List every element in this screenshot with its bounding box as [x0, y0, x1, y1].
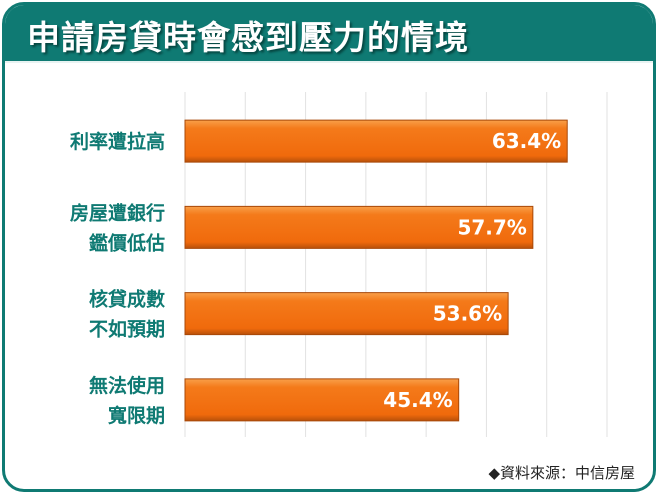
- bar: [184, 292, 509, 336]
- data-label: 57.7%: [457, 215, 526, 239]
- data-label: 53.6%: [433, 302, 502, 326]
- bar: [184, 119, 568, 163]
- data-label: 63.4%: [492, 129, 561, 153]
- category-label: 利率遭拉高: [70, 130, 165, 153]
- chart-title: 申請房貸時會感到壓力的情境: [27, 18, 469, 57]
- category-label: 房屋遭銀行: [70, 201, 165, 224]
- category-label: 寬限期: [108, 404, 165, 427]
- title-band: 申請房貸時會感到壓力的情境: [5, 5, 653, 63]
- bar: [184, 205, 534, 249]
- source-note: ◆資料來源：中信房屋: [488, 464, 635, 482]
- data-label: 45.4%: [383, 388, 452, 412]
- category-label: 無法使用: [89, 374, 165, 397]
- bar: [184, 378, 460, 422]
- category-label: 不如預期: [89, 318, 165, 341]
- category-label: 鑑價低估: [89, 231, 165, 254]
- category-label: 核貸成數: [89, 288, 165, 311]
